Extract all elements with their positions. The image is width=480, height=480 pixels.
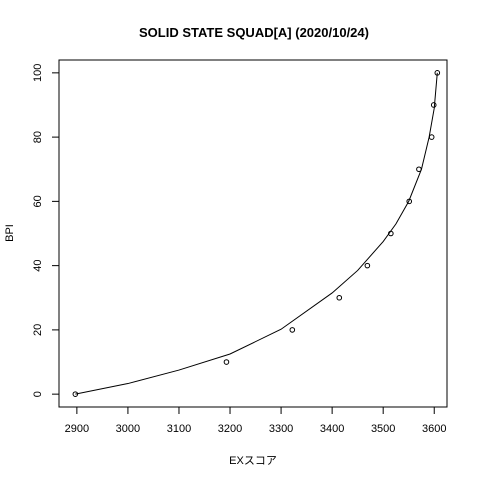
x-tick-label: 3000 bbox=[116, 423, 140, 435]
x-tick-label: 3100 bbox=[167, 423, 191, 435]
x-tick-label: 3400 bbox=[320, 423, 344, 435]
fit-curve bbox=[75, 72, 438, 395]
y-tick-label: 60 bbox=[32, 195, 44, 207]
x-axis-label: EXスコア bbox=[229, 455, 277, 467]
x-tick-label: 3500 bbox=[371, 423, 395, 435]
x-tick-label: 2900 bbox=[65, 423, 89, 435]
data-point bbox=[223, 359, 230, 365]
data-point bbox=[428, 134, 435, 140]
y-tick-label: 80 bbox=[32, 131, 44, 143]
x-tick-label: 3200 bbox=[218, 423, 242, 435]
data-point bbox=[434, 70, 441, 76]
data-point bbox=[430, 102, 437, 108]
data-point bbox=[364, 262, 371, 269]
chart-title: SOLID STATE SQUAD[A] (2020/10/24) bbox=[139, 25, 369, 40]
data-point bbox=[289, 327, 296, 333]
y-tick-label: 100 bbox=[32, 64, 44, 82]
y-axis-label: BPI bbox=[4, 224, 16, 242]
x-tick-label: 3300 bbox=[269, 423, 293, 435]
data-point bbox=[388, 230, 394, 237]
data-point bbox=[72, 391, 79, 397]
y-axis: 0 20 40 60 80 100 bbox=[32, 64, 60, 397]
y-tick-label: 0 bbox=[32, 391, 44, 397]
data-point bbox=[416, 166, 422, 173]
data-point bbox=[406, 198, 413, 205]
data-point bbox=[336, 294, 343, 301]
y-tick-label: 40 bbox=[32, 260, 44, 272]
data-points bbox=[72, 70, 441, 397]
x-tick-label: 3600 bbox=[422, 423, 446, 435]
y-tick-label: 20 bbox=[32, 324, 44, 336]
x-axis: 2900 3000 3100 3200 3300 3400 3500 3600 bbox=[65, 406, 446, 435]
